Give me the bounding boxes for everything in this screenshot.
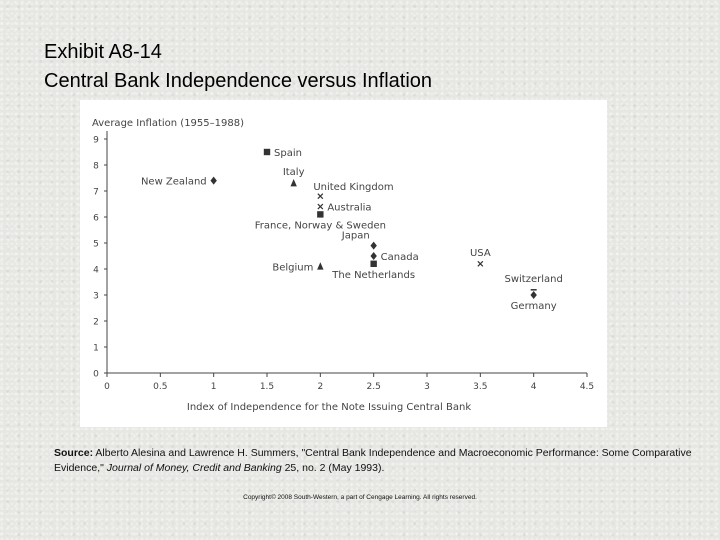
chart-axes: 0 1 2 3 4 5 6 7 8 9 0 0.5 1 1.5 2 2.5 3 3.5 4 4.5 Average In… bbox=[92, 118, 594, 413]
x-tick-label: 0.5 bbox=[153, 382, 167, 392]
x-tick-label: 2.5 bbox=[367, 382, 381, 392]
chart-marks: Spain New Zealand Italy United Kingdom Austr… bbox=[141, 148, 563, 312]
point-label: France, Norway & Sweden bbox=[255, 220, 386, 231]
point-x-stroke bbox=[317, 193, 324, 200]
point-label: Canada bbox=[381, 252, 419, 263]
source-journal: Journal of Money, Credit and Banking bbox=[106, 462, 282, 474]
point-label: New Zealand bbox=[141, 177, 207, 188]
point-square bbox=[370, 260, 377, 267]
source-text-b: 25, no. 2 (May 1993). bbox=[281, 462, 385, 474]
point-label: Italy bbox=[283, 167, 305, 178]
point-label: Germany bbox=[511, 301, 557, 312]
y-axis-title: Average Inflation (1955–1988) bbox=[92, 118, 244, 129]
x-tick-label: 4 bbox=[531, 382, 537, 392]
point-diamond bbox=[530, 291, 537, 299]
point-x bbox=[317, 193, 324, 200]
point-label: Switzerland bbox=[504, 274, 562, 285]
point-label: Belgium bbox=[272, 262, 313, 273]
point-square bbox=[263, 148, 271, 156]
y-tick-label: 3 bbox=[93, 292, 99, 302]
y-tick-label: 5 bbox=[93, 240, 99, 250]
chart-panel: 0 1 2 3 4 5 6 7 8 9 0 0.5 1 1.5 2 2.5 3 3.5 4 4.5 Average In… bbox=[80, 100, 607, 427]
point-x bbox=[477, 260, 484, 267]
x-tick-label: 4.5 bbox=[580, 382, 594, 392]
point-diamond bbox=[370, 241, 377, 250]
y-tick-label: 7 bbox=[93, 188, 99, 198]
point-diamond bbox=[370, 252, 377, 260]
y-tick-label: 4 bbox=[93, 266, 99, 276]
point-square bbox=[317, 211, 324, 218]
y-tick-label: 1 bbox=[93, 344, 99, 354]
x-tick-label: 1 bbox=[211, 382, 217, 392]
x-tick-label: 1.5 bbox=[260, 382, 274, 392]
point-triangle bbox=[317, 262, 324, 270]
exhibit-number: Exhibit A8-14 bbox=[44, 41, 162, 63]
point-label: Japan bbox=[341, 231, 370, 242]
point-label: The Netherlands bbox=[331, 270, 415, 281]
source-label: Source: bbox=[54, 447, 94, 459]
point-x-stroke bbox=[477, 260, 484, 267]
y-tick-label: 9 bbox=[93, 136, 99, 146]
point-x bbox=[317, 203, 324, 210]
x-tick-label: 0 bbox=[104, 382, 110, 392]
point-label: United Kingdom bbox=[313, 182, 393, 193]
exhibit-title: Central Bank Independence versus Inflati… bbox=[44, 70, 433, 92]
point-label: Spain bbox=[274, 148, 302, 159]
x-tick-label: 2 bbox=[317, 382, 323, 392]
slide-title: Exhibit A8-14 Central Bank Independence … bbox=[44, 38, 432, 96]
x-axis-title: Index of Independence for the Note Issui… bbox=[187, 402, 471, 413]
point-diamond bbox=[210, 176, 217, 185]
copyright-notice: Copyright© 2008 South-Western, a part of… bbox=[243, 494, 477, 501]
source-note: Source: Alberto Alesina and Lawrence H. … bbox=[54, 446, 694, 476]
scatter-chart: 0 1 2 3 4 5 6 7 8 9 0 0.5 1 1.5 2 2.5 3 3.5 4 4.5 Average In… bbox=[92, 118, 594, 413]
point-triangle bbox=[290, 179, 297, 187]
point-label: USA bbox=[470, 248, 491, 259]
y-tick-label: 8 bbox=[93, 162, 99, 172]
x-tick-label: 3.5 bbox=[473, 382, 487, 392]
y-tick-label: 0 bbox=[93, 370, 99, 380]
x-tick-label: 3 bbox=[424, 382, 430, 392]
source-text-a: Alberto Alesina and Lawrence H. Summers,… bbox=[54, 447, 692, 474]
y-tick-label: 2 bbox=[93, 318, 99, 328]
point-label: Australia bbox=[327, 203, 371, 214]
y-tick-label: 6 bbox=[93, 214, 99, 224]
point-x-stroke bbox=[317, 203, 324, 210]
